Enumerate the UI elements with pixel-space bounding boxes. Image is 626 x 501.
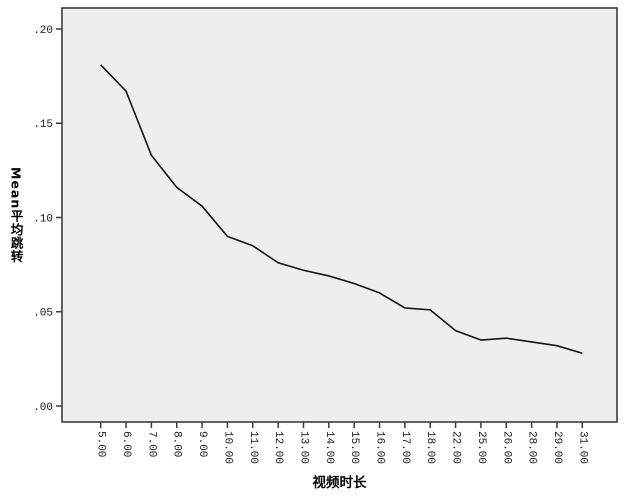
y-axis-title: Mean平均跳转	[8, 166, 24, 264]
y-tick-label: .10	[33, 213, 53, 225]
x-tick-label: 14.00	[323, 431, 335, 464]
x-tick-label: 9.00	[196, 431, 208, 457]
x-tick-label: 8.00	[171, 431, 183, 457]
x-tick-label: 22.00	[450, 431, 462, 464]
x-tick-label: 25.00	[475, 431, 487, 464]
x-axis-title: 视频时长	[312, 475, 367, 491]
x-tick-label: 13.00	[297, 431, 309, 464]
data-line	[100, 64, 583, 354]
x-tick-label: 16.00	[374, 431, 386, 464]
y-axis-title-wrap: Mean平均跳转	[2, 8, 30, 422]
x-tick-label: 29.00	[551, 431, 563, 464]
y-tick-label: .00	[33, 402, 53, 414]
x-tick-label: 31.00	[576, 431, 588, 464]
y-tick-label: .20	[33, 25, 53, 37]
x-tick-label: 17.00	[399, 431, 411, 464]
x-tick-label: 28.00	[526, 431, 538, 464]
y-tick-label: .05	[33, 308, 53, 320]
x-tick-label: 6.00	[120, 431, 132, 457]
x-tick-label: 5.00	[95, 431, 107, 457]
plot-frame	[61, 7, 618, 423]
x-tick-label: 11.00	[247, 431, 259, 464]
x-tick-label: 7.00	[145, 431, 157, 457]
x-tick-label: 18.00	[424, 431, 436, 464]
y-tick-label: .15	[33, 119, 53, 131]
x-tick-label: 15.00	[348, 431, 360, 464]
x-tick-label: 12.00	[272, 431, 284, 464]
x-tick-label: 10.00	[221, 431, 233, 464]
x-tick-label: 26.00	[500, 431, 512, 464]
